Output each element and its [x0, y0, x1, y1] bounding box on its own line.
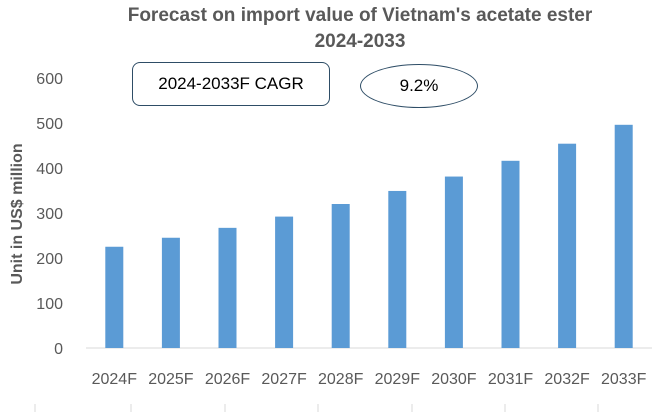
y-tick-label: 100 — [36, 296, 63, 313]
y-tick-label: 300 — [36, 206, 63, 223]
y-tick-label: 400 — [36, 161, 63, 178]
bottom-tick-marks — [34, 404, 599, 412]
x-tick-label: 2024F — [92, 371, 138, 388]
y-tick-label: 600 — [36, 71, 63, 88]
bar-2031F — [501, 160, 520, 348]
x-tick-label: 2028F — [318, 371, 364, 388]
y-tick-label: 0 — [54, 341, 63, 358]
x-tick-label: 2025F — [148, 371, 194, 388]
bar-2025F — [161, 237, 180, 348]
bar-2030F — [444, 176, 463, 348]
bar-2032F — [558, 143, 577, 348]
y-axis-label: Unit in US$ million — [9, 143, 26, 284]
bar-2033F — [614, 124, 633, 348]
bar-2027F — [275, 216, 294, 348]
cagr-label-box: 2024-2033F CAGR — [132, 62, 330, 106]
x-tick-label: 2031F — [488, 371, 534, 388]
cagr-value-oval: 9.2% — [360, 64, 478, 108]
bar-2028F — [331, 204, 350, 348]
y-tick-label: 200 — [36, 251, 63, 268]
x-tick-label: 2029F — [375, 371, 421, 388]
x-tick-label: 2026F — [205, 371, 251, 388]
x-tick-label: 2033F — [601, 371, 647, 388]
x-tick-label: 2027F — [261, 371, 307, 388]
bar-2026F — [218, 227, 237, 348]
bar-2024F — [105, 246, 124, 348]
x-tick-label: 2030F — [431, 371, 477, 388]
bar-2029F — [388, 190, 407, 348]
chart-title: Forecast on import value of Vietnam's ac… — [127, 5, 593, 26]
y-tick-label: 500 — [36, 116, 63, 133]
chart-title-years: 2024-2033 — [314, 31, 406, 52]
x-tick-label: 2032F — [544, 371, 590, 388]
